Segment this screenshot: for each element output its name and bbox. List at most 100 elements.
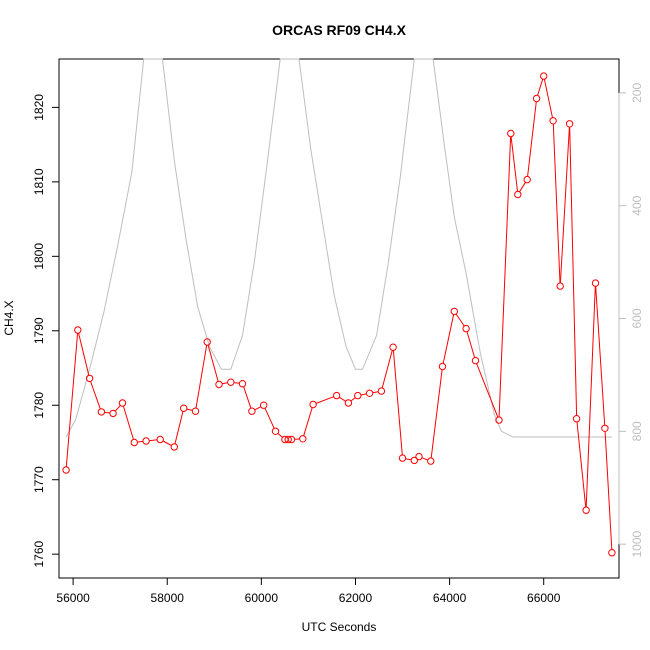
series-segment xyxy=(174,411,184,444)
series-segment xyxy=(537,79,544,96)
plot-area xyxy=(58,58,620,579)
series-segment xyxy=(303,407,313,436)
series-segment xyxy=(430,369,443,458)
data-point xyxy=(507,129,515,138)
series-segment xyxy=(339,396,346,402)
data-point xyxy=(495,416,503,424)
data-point xyxy=(332,391,341,400)
series-segment xyxy=(585,286,596,508)
series-segment xyxy=(595,286,606,426)
y-tick-label: 1780 xyxy=(32,392,46,419)
data-point xyxy=(156,435,164,444)
data-point xyxy=(62,466,70,474)
series-segment xyxy=(315,396,334,404)
y-axis: 1760 1770 1780 1790 1800 1810 1820 xyxy=(32,94,60,568)
series-segment xyxy=(243,386,252,409)
series-segment xyxy=(277,433,283,438)
data-point xyxy=(191,407,200,415)
data-point xyxy=(377,387,386,395)
series-segment xyxy=(552,123,561,283)
data-point xyxy=(142,437,150,445)
data-point xyxy=(601,424,609,432)
series-segment xyxy=(543,79,553,118)
series-segment xyxy=(233,382,240,384)
data-point xyxy=(591,279,600,287)
data-point xyxy=(238,380,247,388)
data-point xyxy=(85,374,94,383)
x-tick-label: 62000 xyxy=(339,591,373,605)
series-line-altitude xyxy=(65,58,612,438)
series-layer xyxy=(62,58,616,557)
data-point xyxy=(271,427,280,435)
data-point xyxy=(74,326,82,334)
data-point xyxy=(180,404,188,412)
y-tick-label: 1810 xyxy=(32,168,46,195)
series-segment xyxy=(104,411,110,414)
series-segment xyxy=(90,381,101,410)
data-point xyxy=(130,438,139,447)
data-point xyxy=(299,435,307,443)
data-point xyxy=(556,282,564,290)
series-segment xyxy=(122,405,134,440)
data-point xyxy=(410,456,418,465)
series-segment xyxy=(149,439,158,442)
series-segment xyxy=(405,458,412,461)
data-point xyxy=(415,452,423,461)
series-segment xyxy=(604,431,613,550)
series-segment xyxy=(381,350,393,389)
y2-tick-label: 200 xyxy=(630,83,644,103)
y-tick-label: 1820 xyxy=(32,94,46,121)
y-tick-label: 1790 xyxy=(32,317,46,344)
data-point xyxy=(344,399,353,407)
x-axis: 56000 58000 60000 62000 64000 66000 xyxy=(56,577,561,605)
data-point xyxy=(118,399,127,407)
data-point xyxy=(203,338,211,346)
series-segment xyxy=(186,408,193,411)
data-point xyxy=(170,443,179,451)
y-tick-label: 1770 xyxy=(32,466,46,493)
series-segment xyxy=(442,314,455,364)
data-point xyxy=(365,389,374,397)
x-tick-label: 60000 xyxy=(245,591,279,605)
data-point xyxy=(284,435,292,444)
data-point xyxy=(97,408,106,416)
data-point xyxy=(608,549,616,557)
x-tick-label: 58000 xyxy=(151,591,185,605)
series-segment xyxy=(137,440,143,443)
data-point xyxy=(309,400,317,409)
data-point xyxy=(565,120,574,128)
data-point xyxy=(540,72,548,80)
series-segment xyxy=(350,397,356,402)
x-tick-label: 56000 xyxy=(56,591,90,605)
y2-tick-label: 800 xyxy=(630,421,644,441)
chart-title: ORCAS RF09 CH4.X xyxy=(272,22,406,38)
series-segment xyxy=(162,440,172,446)
series-segment xyxy=(498,136,512,417)
x-tick-label: 66000 xyxy=(527,591,561,605)
y2-tick-label: 600 xyxy=(630,308,644,328)
series-segment xyxy=(392,350,403,455)
series-segment xyxy=(476,363,499,418)
series-segment xyxy=(576,421,587,508)
data-point xyxy=(248,407,256,415)
series-segment xyxy=(569,126,578,416)
series-segment xyxy=(254,406,262,411)
y-axis-label: CH4.X xyxy=(2,300,16,335)
data-point xyxy=(572,415,581,423)
data-point xyxy=(523,175,531,184)
data-point xyxy=(389,343,397,351)
data-point xyxy=(227,378,235,386)
series-segment xyxy=(455,313,465,327)
series-segment xyxy=(421,457,428,461)
data-point xyxy=(287,435,296,444)
series-segment xyxy=(510,136,518,192)
series-segment xyxy=(264,407,275,429)
series-segment xyxy=(114,405,121,412)
x-axis-label: UTC Seconds xyxy=(302,620,377,634)
data-point xyxy=(398,454,407,462)
data-point xyxy=(450,307,458,316)
series-segment xyxy=(78,333,90,376)
data-point xyxy=(471,356,480,365)
series-segment xyxy=(207,344,219,382)
series-segment xyxy=(466,331,476,358)
